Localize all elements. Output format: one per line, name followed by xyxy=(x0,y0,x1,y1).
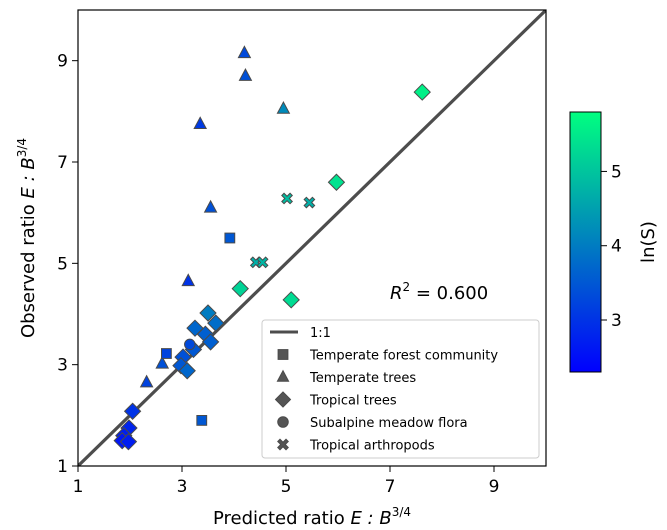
legend-label: Temperate trees xyxy=(309,371,416,386)
data-point-diamond xyxy=(178,362,196,380)
y-tick-label: 1 xyxy=(57,457,68,477)
legend-entry: Temperate trees xyxy=(276,369,416,386)
data-point-square xyxy=(224,232,236,244)
legend-entry: 1:1 xyxy=(270,326,331,341)
data-point-diamond xyxy=(207,314,225,332)
legend-label: 1:1 xyxy=(310,326,331,341)
data-point-diamond xyxy=(327,173,346,191)
data-point-triangle xyxy=(181,273,196,287)
axes: 1 3 5 7 9 1 3 5 7 9 Predicted ratio E : B3/4 Observ… xyxy=(15,9,547,529)
legend-entry: Temperate forest community xyxy=(277,349,498,364)
data-point-square xyxy=(196,415,208,426)
y-tick-label: 3 xyxy=(57,356,68,376)
data-point-diamond xyxy=(199,304,217,322)
r-squared-annotation: R2 = 0.600 xyxy=(390,280,488,304)
legend-label: Tropical trees xyxy=(309,394,397,409)
legend-diamond-swatch xyxy=(274,391,292,408)
colorbar-tick-label: 3 xyxy=(611,311,622,331)
legend-circle-swatch xyxy=(277,416,289,428)
data-point-triangle xyxy=(155,355,170,369)
x-tick-label: 5 xyxy=(281,477,292,497)
data-point-diamond xyxy=(282,291,300,309)
data-point-triangle xyxy=(276,100,291,114)
colorbar-gradient xyxy=(569,111,602,373)
legend-label: Tropical arthropods xyxy=(309,439,435,454)
series-square xyxy=(161,232,236,426)
legend-label: Temperate forest community xyxy=(309,349,498,364)
data-point-triangle xyxy=(237,45,252,59)
x-tick-label: 9 xyxy=(489,477,500,497)
identity-line xyxy=(78,10,546,466)
x-tick-label: 7 xyxy=(385,477,396,497)
colorbar-tick-label: 4 xyxy=(611,237,622,257)
data-point-x xyxy=(256,256,269,269)
legend-entry: Subalpine meadow flora xyxy=(277,416,468,431)
y-tick-label: 9 xyxy=(57,52,68,72)
colorbar-label: ln(S) xyxy=(638,221,659,263)
data-point-diamond xyxy=(201,333,220,351)
y-tick-label: 5 xyxy=(57,254,68,274)
data-point-x xyxy=(281,192,293,205)
data-point-diamond xyxy=(231,279,249,298)
series-triangle xyxy=(139,45,291,388)
x-tick-label: 1 xyxy=(73,477,84,497)
legend: 1:1 Temperate forest community Temperate t… xyxy=(261,319,540,459)
data-point-triangle xyxy=(193,116,208,129)
data-point-diamond xyxy=(123,402,142,420)
data-point-triangle xyxy=(203,199,218,213)
legend-square-swatch xyxy=(277,349,289,360)
series-x xyxy=(249,192,316,269)
plot-content xyxy=(78,10,546,466)
legend-triangle-swatch xyxy=(276,369,290,382)
data-point-circle xyxy=(184,338,196,351)
data-point-diamond xyxy=(413,83,431,101)
data-point-square xyxy=(161,348,172,359)
y-axis-label: Observed ratio E : B3/4 xyxy=(15,138,39,338)
legend-x-swatch xyxy=(277,438,289,451)
axes-frame xyxy=(77,9,547,467)
data-point-triangle xyxy=(139,374,154,388)
x-axis-label: Predicted ratio E : B3/4 xyxy=(213,505,411,529)
series-circle xyxy=(184,338,196,351)
legend-entry: Tropical arthropods xyxy=(277,438,435,454)
legend-box xyxy=(261,319,540,459)
data-point-diamond xyxy=(119,432,138,451)
colorbar-tick-label: 5 xyxy=(611,162,622,182)
legend-entry: Tropical trees xyxy=(274,391,397,409)
data-point-triangle xyxy=(238,68,253,81)
colorbar: 3 4 5 ln(S) xyxy=(569,111,659,373)
r-squared-text: R2 = 0.600 xyxy=(390,280,488,304)
data-point-x xyxy=(303,196,316,209)
legend-label: Subalpine meadow flora xyxy=(310,416,468,431)
y-tick-label: 7 xyxy=(57,153,68,173)
x-tick-label: 3 xyxy=(177,477,188,497)
